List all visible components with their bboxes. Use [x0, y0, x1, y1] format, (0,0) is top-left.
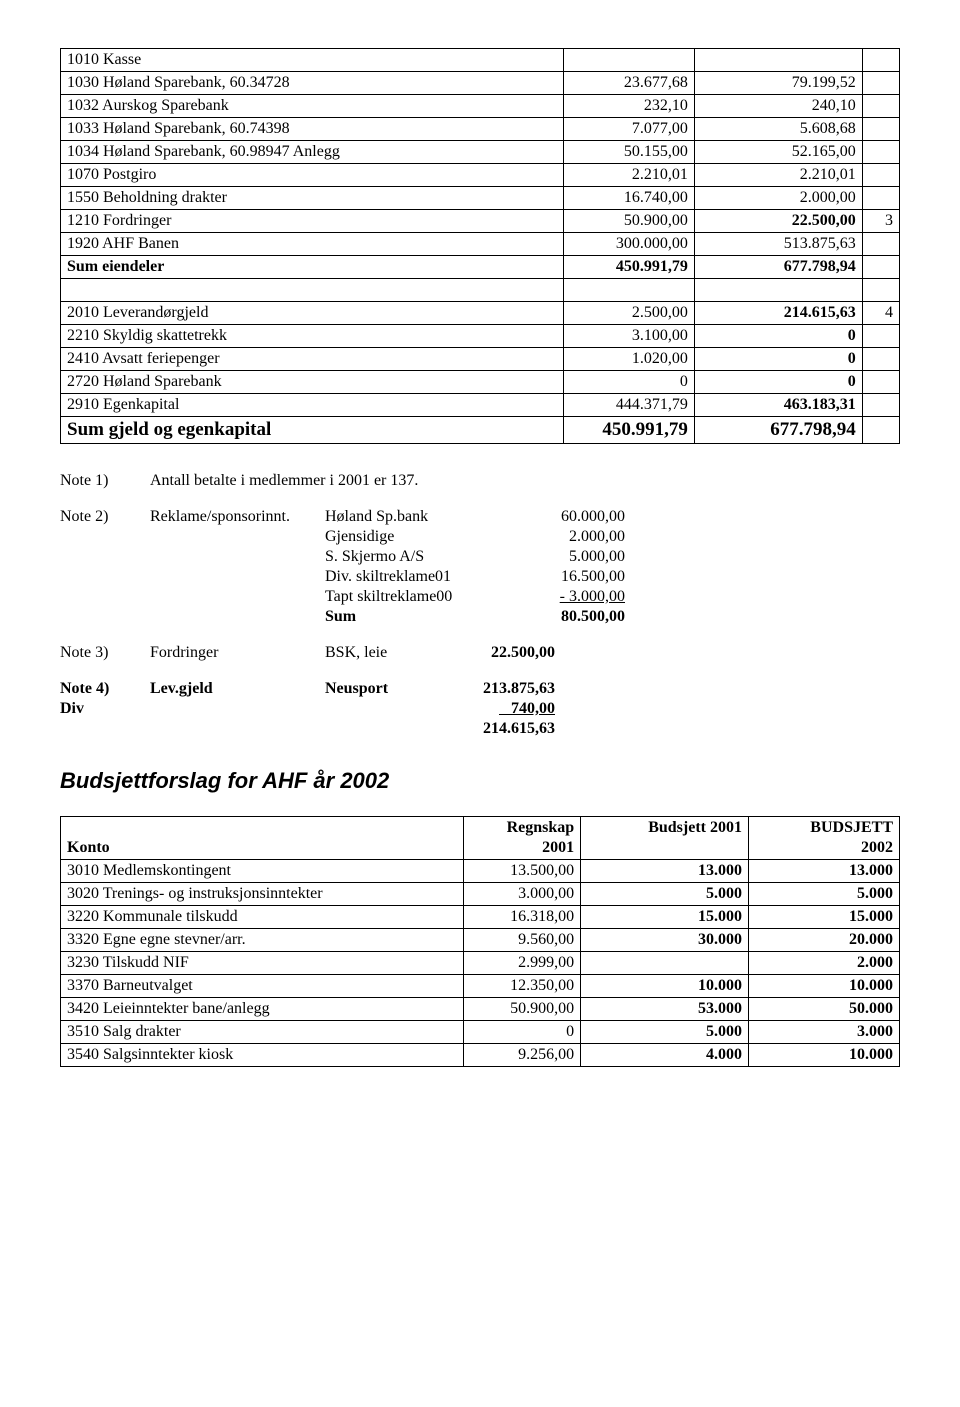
note-value: 22.500,00 [445, 644, 555, 662]
note-desc: Lev.gjeld [150, 680, 325, 698]
note-key: BSK, leie [325, 644, 445, 662]
table-row: 2010 Leverandørgjeld2.500,00214.615,634 [61, 302, 900, 325]
balance-table: 1010 Kasse1030 Høland Sparebank, 60.3472… [60, 48, 900, 444]
table-row: 1030 Høland Sparebank, 60.3472823.677,68… [61, 72, 900, 95]
note-label: Note 4) [60, 680, 150, 698]
note-1: Note 1) Antall betalte i medlemmer i 200… [60, 472, 900, 490]
note-label: Note 1) [60, 472, 150, 490]
table-row: 3370 Barneutvalget12.350,0010.00010.000 [61, 974, 900, 997]
note-text: Antall betalte i medlemmer i 2001 er 137… [150, 472, 418, 490]
table-row: 1550 Beholdning drakter16.740,002.000,00 [61, 187, 900, 210]
table-header-row: KontoRegnskap2001Budsjett 2001BUDSJETT20… [61, 816, 900, 859]
table-row: 2410 Avsatt feriepenger1.020,000 [61, 348, 900, 371]
table-row [61, 279, 900, 302]
table-row: 1034 Høland Sparebank, 60.98947 Anlegg50… [61, 141, 900, 164]
table-row: 3010 Medlemskontingent13.500,0013.00013.… [61, 859, 900, 882]
table-row: 2720 Høland Sparebank00 [61, 371, 900, 394]
table-row: Sum eiendeler450.991,79677.798,94 [61, 256, 900, 279]
table-row: 3020 Trenings- og instruksjonsinntekter3… [61, 882, 900, 905]
table-row: 1010 Kasse [61, 49, 900, 72]
table-row: 3420 Leieinntekter bane/anlegg50.900,005… [61, 997, 900, 1020]
note-sum: 214.615,63 [445, 720, 555, 738]
table-row: 1033 Høland Sparebank, 60.743987.077,005… [61, 118, 900, 141]
note-div-value: 740,00 [445, 700, 555, 718]
table-row: 1920 AHF Banen300.000,00513.875,63 [61, 233, 900, 256]
table-row: 2910 Egenkapital444.371,79463.183,31 [61, 394, 900, 417]
table-row: 1070 Postgiro2.210,012.210,01 [61, 164, 900, 187]
table-row: 1032 Aurskog Sparebank232,10240,10 [61, 95, 900, 118]
note-value: 213.875,63 [445, 680, 555, 698]
note-label: Note 3) [60, 644, 150, 662]
budget-table: KontoRegnskap2001Budsjett 2001BUDSJETT20… [60, 816, 900, 1067]
note-key: Neusport [325, 680, 445, 698]
table-row: 3230 Tilskudd NIF2.999,002.000 [61, 951, 900, 974]
table-row: 3220 Kommunale tilskudd16.318,0015.00015… [61, 905, 900, 928]
table-row: 3320 Egne egne stevner/arr.9.560,0030.00… [61, 928, 900, 951]
table-row: 3540 Salgsinntekter kiosk9.256,004.00010… [61, 1043, 900, 1066]
note-2: Note 2)Reklame/sponsorinnt.Høland Sp.ban… [60, 508, 900, 626]
table-row: 3510 Salg drakter05.0003.000 [61, 1020, 900, 1043]
note-div-label: Div [60, 700, 150, 718]
notes-section: Note 1) Antall betalte i medlemmer i 200… [60, 472, 900, 738]
table-row: 1210 Fordringer50.900,0022.500,003 [61, 210, 900, 233]
note-3: Note 3) Fordringer BSK, leie 22.500,00 [60, 644, 900, 662]
note-desc: Fordringer [150, 644, 325, 662]
budget-title: Budsjettforslag for AHF år 2002 [60, 768, 900, 794]
note-4: Note 4) Lev.gjeld Neusport 213.875,63 Di… [60, 680, 900, 738]
table-row: 2210 Skyldig skattetrekk3.100,000 [61, 325, 900, 348]
table-row: Sum gjeld og egenkapital450.991,79677.79… [61, 417, 900, 444]
